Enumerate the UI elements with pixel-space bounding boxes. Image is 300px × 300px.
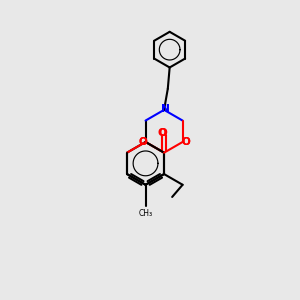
- Text: N: N: [161, 104, 170, 114]
- Text: O: O: [139, 137, 148, 147]
- Text: O: O: [139, 137, 148, 147]
- Text: O: O: [181, 137, 190, 147]
- Text: O: O: [181, 137, 190, 147]
- Text: O: O: [157, 128, 166, 138]
- Text: CH₃: CH₃: [139, 209, 153, 218]
- Text: O: O: [158, 128, 167, 138]
- Text: N: N: [161, 104, 170, 114]
